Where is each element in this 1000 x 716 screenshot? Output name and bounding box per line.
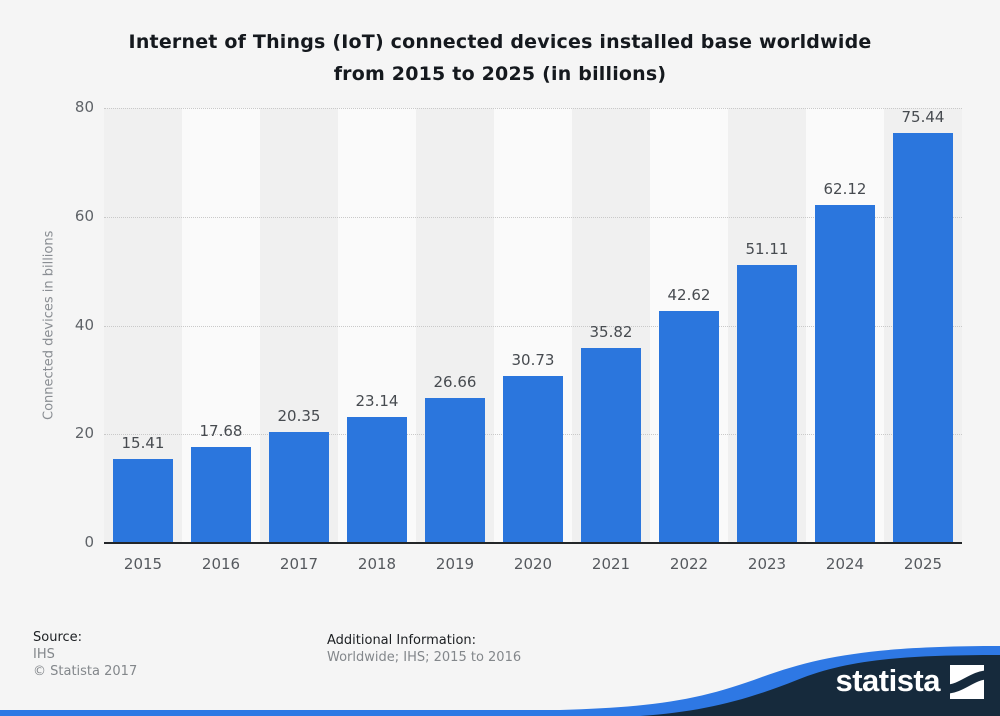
- y-tick-label: 0: [84, 533, 94, 551]
- source-value: IHS: [33, 647, 55, 662]
- bar-value-label: 42.62: [667, 286, 711, 305]
- copyright-text: © Statista 2017: [33, 664, 138, 679]
- source-block: Source: IHS © Statista 2017: [33, 629, 137, 680]
- gridline-60: [104, 216, 962, 218]
- bar-2024: [815, 205, 875, 543]
- bar-2023: [737, 265, 797, 543]
- bar-2015: [113, 459, 173, 543]
- bar-value-label: 35.82: [589, 323, 633, 342]
- chart-title-line1: Internet of Things (IoT) connected devic…: [128, 31, 872, 53]
- x-axis-label-2023: 2023: [747, 555, 787, 573]
- statista-footer-swoosh: [0, 646, 1000, 716]
- x-axis-label-2016: 2016: [201, 555, 241, 573]
- x-axis-label-2024: 2024: [825, 555, 865, 573]
- bar-2018: [347, 417, 407, 543]
- x-axis-label-2018: 2018: [357, 555, 397, 573]
- x-axis-label-2022: 2022: [669, 555, 709, 573]
- additional-info-label: Additional Information:: [327, 633, 477, 648]
- bar-2017: [269, 432, 329, 543]
- y-tick-label: 80: [74, 98, 94, 116]
- gridline-80: [104, 108, 962, 109]
- swoosh-navy-wave: [640, 655, 1000, 716]
- bar-2025: [893, 132, 953, 543]
- x-axis-label-2019: 2019: [435, 555, 475, 573]
- bar-value-label: 23.14: [355, 392, 399, 411]
- statista-logo: statista: [835, 663, 984, 701]
- bar-2020: [503, 375, 563, 543]
- chart-title-line2: from 2015 to 2025 (in billions): [333, 63, 667, 85]
- bar-value-label: 30.73: [511, 350, 555, 369]
- x-axis-label-2025: 2025: [903, 555, 943, 573]
- y-axis-title: Connected devices in billions: [41, 230, 57, 421]
- additional-info-value: Worldwide; IHS; 2015 to 2016: [327, 650, 522, 665]
- statista-logo-text: statista: [835, 663, 940, 698]
- bar-value-label: 15.41: [121, 434, 165, 453]
- statista-wave-icon: [950, 665, 984, 699]
- x-axis-label-2021: 2021: [591, 555, 631, 573]
- gridline-40: [104, 325, 962, 327]
- bar-2022: [659, 311, 719, 543]
- y-tick-label: 40: [74, 315, 94, 334]
- x-axis-label-2020: 2020: [513, 555, 553, 573]
- x-axis-label-2015: 2015: [123, 555, 163, 573]
- bar-2016: [191, 446, 251, 543]
- bar-2021: [581, 348, 641, 543]
- bar-value-label: 26.66: [433, 373, 477, 392]
- bar-value-label: 62.12: [823, 180, 867, 199]
- bar-value-label: 75.44: [901, 107, 945, 126]
- source-label: Source:: [33, 630, 83, 645]
- y-tick-label: 20: [74, 424, 94, 443]
- x-axis-label-2017: 2017: [279, 555, 319, 573]
- x-axis-line: [104, 542, 962, 544]
- bar-value-label: 17.68: [199, 421, 243, 440]
- bar-value-label: 51.11: [745, 240, 789, 259]
- y-tick-label: 60: [74, 206, 94, 225]
- chart-title: Internet of Things (IoT) connected devic…: [0, 26, 1000, 90]
- bar-value-label: 20.35: [277, 407, 321, 426]
- bar-2019: [425, 398, 485, 543]
- additional-info-block: Additional Information: Worldwide; IHS; …: [327, 632, 521, 666]
